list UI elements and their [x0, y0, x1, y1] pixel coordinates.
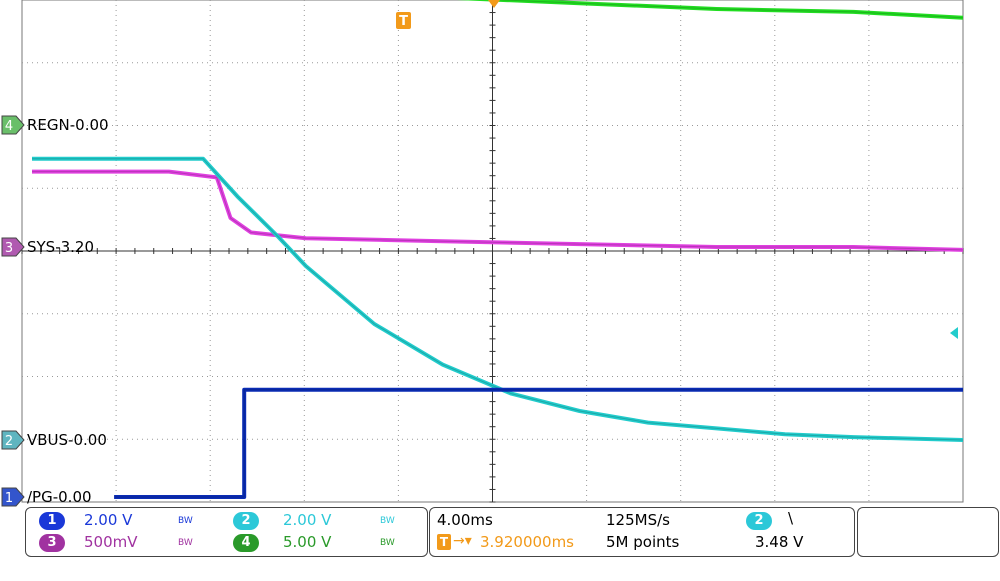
ch-marker-shape — [1, 487, 25, 507]
channel-markers: 4 REGN-0.00 3 SYS-3.20 2 VBUS-0.00 1/PG-0.00 — [1, 115, 109, 507]
ch2-scale[interactable]: 2.00 V — [283, 511, 332, 529]
ch4-bw-indicator: BW — [380, 538, 395, 548]
ch-baseline-label: REGN-0.00 — [27, 116, 109, 134]
trace-core-pg — [114, 389, 963, 498]
ch-marker-1[interactable]: 1/PG-0.00 — [1, 487, 92, 507]
ch-marker-number: 1 — [5, 491, 13, 506]
ch-marker-shape — [1, 430, 25, 450]
ch-marker-number: 3 — [5, 241, 13, 256]
trace-regn — [456, 0, 964, 20]
ch3-bw-indicator: BW — [178, 538, 193, 548]
ch-marker-shape — [1, 237, 25, 257]
trace-core-regn — [492, 0, 964, 19]
record-length[interactable]: 5M points — [606, 533, 680, 551]
trigger-source-badge[interactable]: 2 — [746, 512, 772, 530]
ch4-scale[interactable]: 5.00 V — [283, 533, 332, 551]
trigger-slope-icon[interactable]: \ — [788, 509, 794, 527]
ch1-badge[interactable]: 1 — [39, 512, 65, 530]
timebase-panel — [429, 507, 855, 557]
trace-pg — [114, 387, 963, 499]
ch3-badge[interactable]: 3 — [39, 534, 65, 552]
ch-marker-shape — [1, 115, 25, 135]
trigger-t-marker: T — [396, 12, 411, 29]
trace-vbus — [32, 156, 964, 442]
trigger-level[interactable]: 3.48 V — [755, 533, 804, 551]
ch1-scale[interactable]: 2.00 V — [84, 511, 133, 529]
svg-text:T: T — [399, 14, 408, 29]
ch-marker-2[interactable]: 2 VBUS-0.00 — [1, 430, 107, 450]
trigger-position-arrow — [488, 0, 500, 8]
timebase-value[interactable]: 4.00ms — [437, 511, 493, 529]
ch-marker-3[interactable]: 3 SYS-3.20 — [1, 237, 94, 257]
trace-core-vbus — [32, 158, 964, 441]
ch2-badge[interactable]: 2 — [233, 512, 259, 530]
ch4-badge[interactable]: 4 — [233, 534, 259, 552]
vertical-scale-panel — [25, 507, 428, 557]
traces — [32, 0, 964, 499]
ch-marker-number: 2 — [5, 434, 13, 449]
trigger-position-value[interactable]: 3.920000ms — [480, 533, 574, 551]
ch-marker-number: 4 — [5, 119, 13, 134]
sample-rate: 125MS/s — [606, 511, 670, 529]
graticule — [21, 0, 964, 503]
ch-baseline-label: VBUS-0.00 — [27, 431, 107, 449]
extra-panel — [857, 507, 999, 557]
trigger-level-arrow — [950, 327, 958, 339]
ch-baseline-label: SYS-3.20 — [27, 238, 94, 256]
trigger-position-arrow-icon: →▾ — [453, 533, 472, 549]
ch2-bw-indicator: BW — [380, 516, 395, 526]
trigger-position-icon: T — [437, 534, 451, 550]
ch1-bw-indicator: BW — [178, 516, 193, 526]
ch3-scale[interactable]: 500mV — [84, 533, 138, 551]
ch-marker-4[interactable]: 4 REGN-0.00 — [1, 115, 109, 135]
ch-baseline-label: /PG-0.00 — [27, 488, 92, 506]
